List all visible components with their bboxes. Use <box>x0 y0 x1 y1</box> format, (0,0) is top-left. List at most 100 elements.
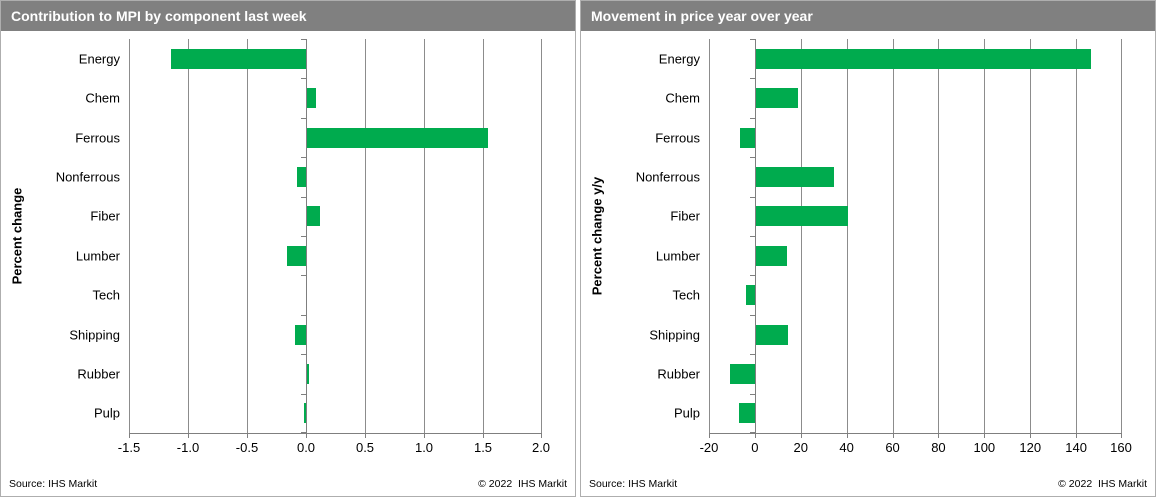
category-axis-line <box>754 39 756 433</box>
category-axis-tick <box>301 196 306 198</box>
x-axis-tick <box>800 433 802 438</box>
chart-body: Percent change y/y -20 0 20 40 60 80 100 120 140… <box>581 31 1155 472</box>
copyright-label: © 2022 IHS Markit <box>1058 478 1147 490</box>
bar-chem <box>307 88 317 109</box>
chart-footer: Source: IHS Markit © 2022 IHS Markit <box>1 472 575 496</box>
category-label-ferrous: Ferrous <box>75 130 120 145</box>
x-axis-tick <box>1076 433 1078 438</box>
chart-title-bar: Contribution to MPI by component last we… <box>1 1 575 31</box>
chart-panel-yoy-movement: Movement in price year over year Percent… <box>580 0 1156 497</box>
bar-energy <box>755 48 1091 69</box>
category-label-tech: Tech <box>672 287 700 303</box>
x-tick-label: 2.0 <box>531 440 551 455</box>
bar-tech <box>745 285 755 306</box>
x-axis-tick <box>424 433 425 438</box>
bar-lumber <box>287 245 306 266</box>
chart-title: Contribution to MPI by component last we… <box>11 8 307 24</box>
chart-footer: Source: IHS Markit © 2022 IHS Markit <box>581 472 1155 496</box>
x-tick-label: -1.0 <box>176 440 200 455</box>
category-label-fiber: Fiber <box>90 208 120 224</box>
plot-area: -20 0 20 40 60 80 100 120 140 160 Energy Chem Ferrou… <box>636 39 1132 455</box>
category-axis-tick <box>301 117 306 119</box>
x-axis-tick <box>754 433 756 438</box>
gridline <box>483 39 484 433</box>
gridline <box>1076 39 1078 433</box>
gridline <box>424 39 425 433</box>
gridline <box>709 39 710 433</box>
category-axis-tick <box>301 39 306 40</box>
source-label: Source: IHS Markit <box>9 478 98 490</box>
plot-area: -1.5 -1.0 -0.5 0.0 0.5 1.0 1.5 2.0 Energy Chem Fer… <box>56 39 550 455</box>
x-tick-label: 20 <box>793 440 808 455</box>
category-axis-tick <box>301 432 306 433</box>
bar-rubber <box>729 363 755 384</box>
x-axis-tick <box>1121 433 1122 438</box>
category-axis-tick <box>301 275 306 277</box>
bar-pulp <box>738 403 755 424</box>
x-tick-label: 0.0 <box>296 440 316 455</box>
x-tick-label: -20 <box>699 440 719 455</box>
gridline <box>938 39 940 433</box>
x-axis-tick <box>984 433 986 438</box>
category-axis-tick <box>749 354 755 356</box>
category-label-energy: Energy <box>658 51 700 67</box>
category-axis-tick <box>749 314 755 316</box>
x-tick-label: 100 <box>973 440 996 455</box>
x-axis-tick <box>129 433 130 438</box>
category-axis-tick <box>749 275 755 277</box>
x-axis-tick <box>365 433 366 438</box>
x-axis-tick <box>1030 433 1032 438</box>
category-label-ferrous: Ferrous <box>655 130 700 145</box>
category-label-rubber: Rubber <box>77 366 120 382</box>
x-axis-tick <box>188 433 189 438</box>
category-label-rubber: Rubber <box>657 366 700 382</box>
x-tick-label: 1.0 <box>414 440 434 455</box>
category-axis-tick <box>301 393 306 395</box>
category-axis-line <box>306 39 307 433</box>
category-axis-tick <box>749 157 755 159</box>
gridline <box>846 39 848 433</box>
chart-title-bar: Movement in price year over year <box>581 1 1155 31</box>
category-axis-tick <box>301 236 306 237</box>
bar-pulp <box>303 403 306 424</box>
category-label-lumber: Lumber <box>655 248 700 264</box>
x-tick-label: 160 <box>1110 440 1132 455</box>
category-axis-tick <box>749 117 755 119</box>
x-tick-label: 140 <box>1065 440 1087 455</box>
x-tick-label: 60 <box>885 440 900 455</box>
x-axis-line <box>709 433 1122 434</box>
x-axis-tick <box>938 433 940 438</box>
x-axis-tick <box>709 433 710 438</box>
bar-shipping <box>755 324 788 345</box>
category-label-energy: Energy <box>78 51 120 67</box>
category-label-pulp: Pulp <box>673 405 700 421</box>
gridline <box>247 39 248 433</box>
bar-ferrous <box>739 127 755 148</box>
category-axis-tick <box>301 354 306 356</box>
gridline <box>365 39 366 433</box>
gridline <box>1030 39 1032 433</box>
chart-panel-contribution: Contribution to MPI by component last we… <box>0 0 576 497</box>
category-label-tech: Tech <box>92 287 120 303</box>
gridline <box>541 39 542 433</box>
bar-nonferrous <box>296 166 306 187</box>
bar-lumber <box>755 245 787 266</box>
category-axis-tick <box>749 432 755 433</box>
category-axis-tick <box>749 393 755 395</box>
category-axis-tick <box>749 78 755 80</box>
gridline <box>892 39 894 433</box>
category-label-chem: Chem <box>85 90 120 106</box>
y-axis-title: Percent change y/y <box>589 176 605 296</box>
bar-ferrous <box>307 127 488 148</box>
gridline <box>129 39 130 433</box>
bar-fiber <box>307 206 320 227</box>
chart-title: Movement in price year over year <box>591 8 813 24</box>
x-axis-tick <box>247 433 248 438</box>
category-label-shipping: Shipping <box>649 327 700 342</box>
x-axis-tick <box>541 433 542 438</box>
x-axis-line <box>129 433 542 434</box>
x-tick-label: -1.5 <box>117 440 141 455</box>
copyright-label: © 2022 IHS Markit <box>478 478 567 490</box>
bar-nonferrous <box>755 166 834 187</box>
